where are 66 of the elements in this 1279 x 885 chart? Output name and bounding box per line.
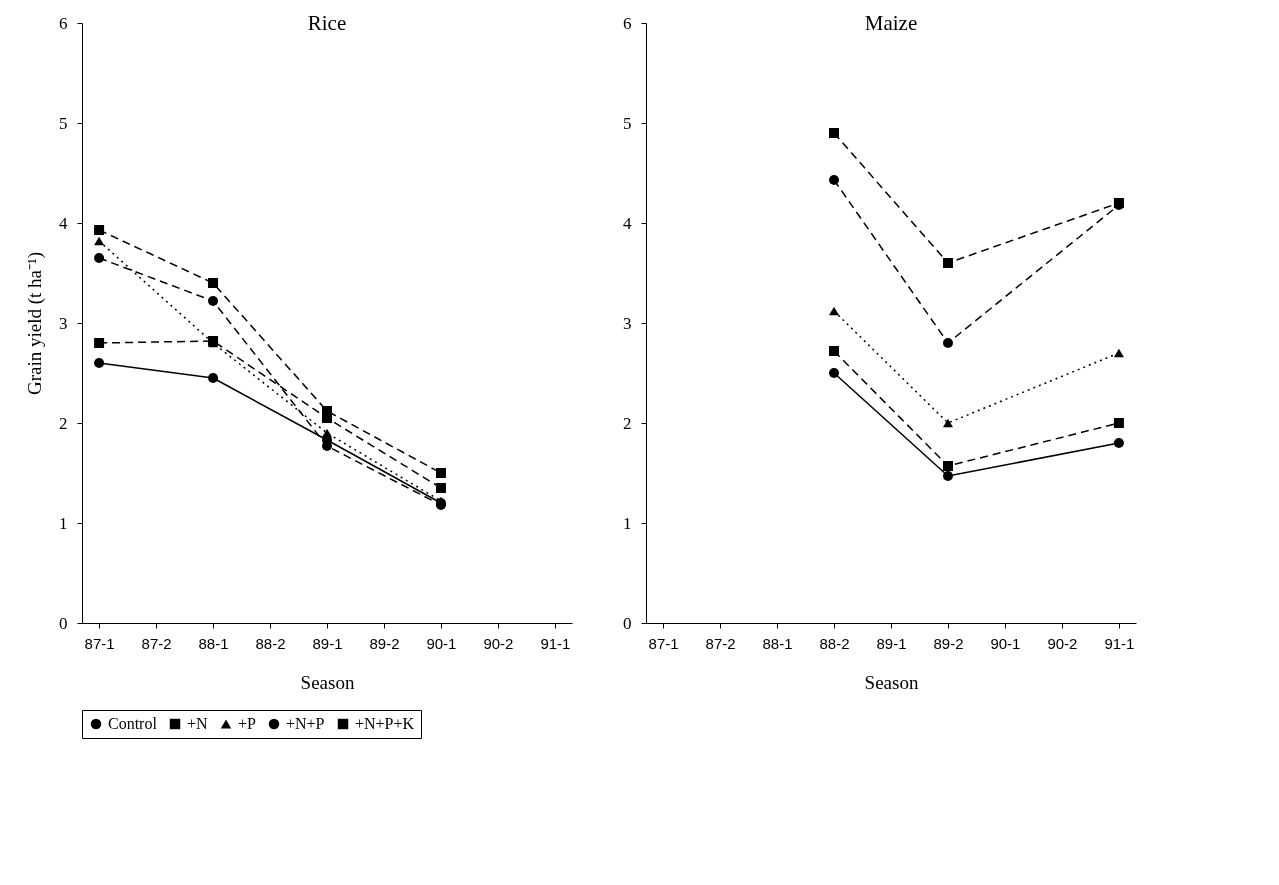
x-tick-label: 90-1 xyxy=(990,634,1021,652)
point xyxy=(829,306,840,316)
chart-title: Maize xyxy=(864,11,918,35)
x-axis-title: Season xyxy=(300,671,355,693)
point xyxy=(435,468,446,478)
x-tick-label: 89-2 xyxy=(933,634,964,652)
y-tick-label: 1 xyxy=(59,513,68,533)
point xyxy=(942,471,953,481)
chart-title: Rice xyxy=(307,11,347,35)
legend-label: Control xyxy=(108,715,158,732)
x-tick-label: 88-2 xyxy=(819,634,850,652)
x-tick-label: 89-1 xyxy=(876,634,907,652)
point xyxy=(942,258,953,268)
x-tick-label: 88-1 xyxy=(198,634,229,652)
point xyxy=(942,461,953,471)
point xyxy=(208,373,219,383)
point xyxy=(829,175,840,185)
point xyxy=(435,483,446,493)
point xyxy=(94,236,105,246)
legend-label: +N+P xyxy=(286,715,325,732)
point xyxy=(322,428,332,438)
y-tick-label: 5 xyxy=(623,113,632,133)
x-tick-label: 87-1 xyxy=(84,634,115,652)
legend-label: +N xyxy=(187,715,209,732)
point xyxy=(94,253,105,263)
x-axis-title: Season xyxy=(864,671,919,693)
y-axis-title: Grain yield (t ha⁻¹) xyxy=(24,251,46,396)
point xyxy=(1113,348,1124,358)
y-tick-label: 2 xyxy=(59,413,68,433)
x-tick-label: 91-1 xyxy=(540,634,571,652)
point xyxy=(94,358,105,368)
point xyxy=(1113,438,1124,448)
x-tick-label: 87-2 xyxy=(141,634,172,652)
x-tick-label: 87-1 xyxy=(648,634,679,652)
y-tick-label: 0 xyxy=(59,613,68,633)
x-tick-label: 90-1 xyxy=(426,634,457,652)
point xyxy=(208,296,219,306)
y-tick-label: 6 xyxy=(59,13,68,33)
x-tick-label: 88-1 xyxy=(762,634,793,652)
point xyxy=(942,338,953,348)
x-tick-label: 89-1 xyxy=(312,634,343,652)
x-tick-label: 90-2 xyxy=(1047,634,1078,652)
x-tick-label: 87-2 xyxy=(705,634,736,652)
y-tick-label: 3 xyxy=(623,313,632,333)
point xyxy=(942,418,953,428)
point xyxy=(829,368,840,378)
y-tick-label: 2 xyxy=(623,413,632,433)
y-tick-label: 0 xyxy=(623,613,632,633)
y-tick-label: 6 xyxy=(623,13,632,33)
y-tick-label: 4 xyxy=(623,213,632,233)
point xyxy=(94,338,105,348)
x-tick-label: 88-2 xyxy=(255,634,286,652)
point xyxy=(829,128,840,138)
point xyxy=(829,346,840,356)
x-tick-label: 90-2 xyxy=(483,634,514,652)
y-tick-label: 4 xyxy=(59,213,68,233)
legend-label: +P xyxy=(238,715,257,732)
x-tick-label: 89-2 xyxy=(369,634,400,652)
point xyxy=(94,225,105,235)
y-tick-label: 1 xyxy=(623,513,632,533)
legend-label: +N+P+K xyxy=(355,715,415,732)
y-tick-label: 5 xyxy=(59,113,68,133)
point xyxy=(1113,418,1124,428)
point xyxy=(208,278,219,288)
x-tick-label: 91-1 xyxy=(1104,634,1135,652)
y-tick-label: 3 xyxy=(59,313,68,333)
